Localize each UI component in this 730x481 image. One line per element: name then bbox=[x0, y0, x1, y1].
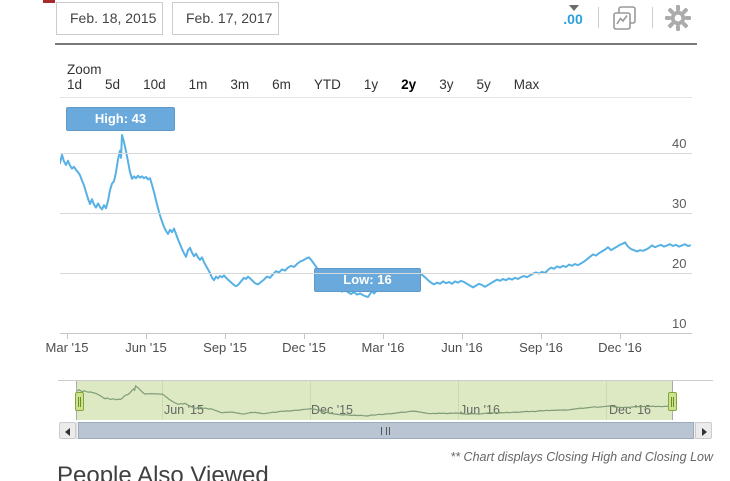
right-triangle-icon bbox=[702, 427, 707, 436]
section-divider bbox=[55, 43, 697, 45]
compare-chart-icon bbox=[613, 6, 636, 30]
x-axis-label: Jun '16 bbox=[441, 340, 483, 355]
x-axis-label: Dec '16 bbox=[598, 340, 642, 355]
x-axis-label: Mar '15 bbox=[45, 340, 89, 355]
range-button-1m[interactable]: 1m bbox=[188, 77, 208, 92]
cropped-top-element bbox=[43, 0, 55, 3]
gridline-20 bbox=[60, 273, 692, 274]
navigator-axis-label: Jun '15 bbox=[164, 403, 204, 417]
range-button-1d[interactable]: 1d bbox=[67, 77, 83, 92]
x-axis-tick bbox=[67, 333, 68, 339]
navigator-gridline bbox=[458, 381, 459, 420]
end-date-input[interactable]: Feb. 17, 2017 bbox=[172, 2, 279, 35]
settings-button[interactable] bbox=[664, 4, 692, 32]
gridline-40 bbox=[60, 153, 692, 154]
y-axis-label-30: 30 bbox=[672, 196, 687, 211]
handle-grip-icon bbox=[78, 397, 81, 407]
navigator-gridline bbox=[310, 381, 311, 420]
range-button-2y[interactable]: 2y bbox=[401, 77, 417, 92]
chart-icon-toolbar: .00 bbox=[552, 2, 702, 32]
plot-top-border bbox=[60, 97, 692, 98]
navigator-gridline bbox=[606, 381, 607, 420]
range-button-3m[interactable]: 3m bbox=[230, 77, 250, 92]
start-date-input[interactable]: Feb. 18, 2015 bbox=[56, 2, 163, 35]
x-axis-tick bbox=[541, 333, 542, 339]
y-axis-label-20: 20 bbox=[672, 256, 687, 271]
decimal-places-button[interactable]: .00 bbox=[558, 4, 588, 30]
handle-grip-icon bbox=[671, 397, 674, 407]
zoom-label: Zoom bbox=[67, 62, 102, 77]
x-axis-tick bbox=[304, 333, 305, 339]
y-axis-label-10: 10 bbox=[672, 316, 687, 331]
low-annotation: Low: 16 bbox=[314, 268, 421, 292]
people-also-viewed-heading: People Also Viewed bbox=[57, 462, 269, 481]
x-axis-tick bbox=[462, 333, 463, 339]
x-axis-label: Sep '16 bbox=[519, 340, 563, 355]
navigator-axis-label: Dec '15 bbox=[311, 403, 353, 417]
range-button-3y[interactable]: 3y bbox=[439, 77, 454, 92]
gear-icon bbox=[665, 5, 691, 31]
range-button-5d[interactable]: 5d bbox=[105, 77, 121, 92]
down-arrow-icon bbox=[569, 5, 579, 11]
x-axis-tick bbox=[146, 333, 147, 339]
x-axis-label: Jun '15 bbox=[125, 340, 167, 355]
x-axis-tick bbox=[620, 333, 621, 339]
high-annotation: High: 43 bbox=[66, 107, 175, 131]
x-axis-label: Dec '15 bbox=[282, 340, 326, 355]
navigator-selected-range[interactable] bbox=[77, 381, 672, 420]
range-button-5y[interactable]: 5y bbox=[476, 77, 491, 92]
range-button-max[interactable]: Max bbox=[513, 77, 540, 92]
x-axis-label: Mar '16 bbox=[361, 340, 405, 355]
range-button-ytd[interactable]: YTD bbox=[313, 77, 341, 92]
scrollbar-grip-icon bbox=[381, 427, 390, 435]
toolbar-divider bbox=[652, 7, 653, 28]
left-triangle-icon bbox=[65, 427, 70, 436]
y-axis-label-40: 40 bbox=[672, 136, 687, 151]
x-axis-label: Sep '15 bbox=[203, 340, 247, 355]
navigator-right-handle[interactable] bbox=[668, 392, 677, 411]
compare-chart-button[interactable] bbox=[610, 5, 640, 33]
range-button-6m[interactable]: 6m bbox=[272, 77, 291, 92]
scrollbar-thumb[interactable] bbox=[78, 422, 694, 439]
navigator-left-handle[interactable] bbox=[75, 392, 84, 411]
navigator-top-border bbox=[58, 380, 713, 381]
decimal-places-label: .00 bbox=[563, 11, 583, 27]
chart-footnote: ** Chart displays Closing High and Closi… bbox=[450, 450, 713, 464]
toolbar-divider bbox=[598, 7, 599, 28]
scrollbar-right-arrow[interactable] bbox=[695, 422, 712, 439]
zoom-toolbar: Zoom1d 5d 10d 1m 3m 6m YTD 1y 2y 3y 5y Max bbox=[67, 62, 627, 92]
x-axis-tick bbox=[383, 333, 384, 339]
range-button-10d[interactable]: 10d bbox=[143, 77, 166, 92]
gridline-30 bbox=[60, 213, 692, 214]
x-axis-tick bbox=[225, 333, 226, 339]
navigator-gridline bbox=[162, 381, 163, 420]
range-button-1y[interactable]: 1y bbox=[363, 77, 379, 92]
navigator-line-series bbox=[77, 384, 672, 417]
gridline-10 bbox=[60, 333, 692, 334]
scrollbar-left-arrow[interactable] bbox=[59, 422, 76, 439]
